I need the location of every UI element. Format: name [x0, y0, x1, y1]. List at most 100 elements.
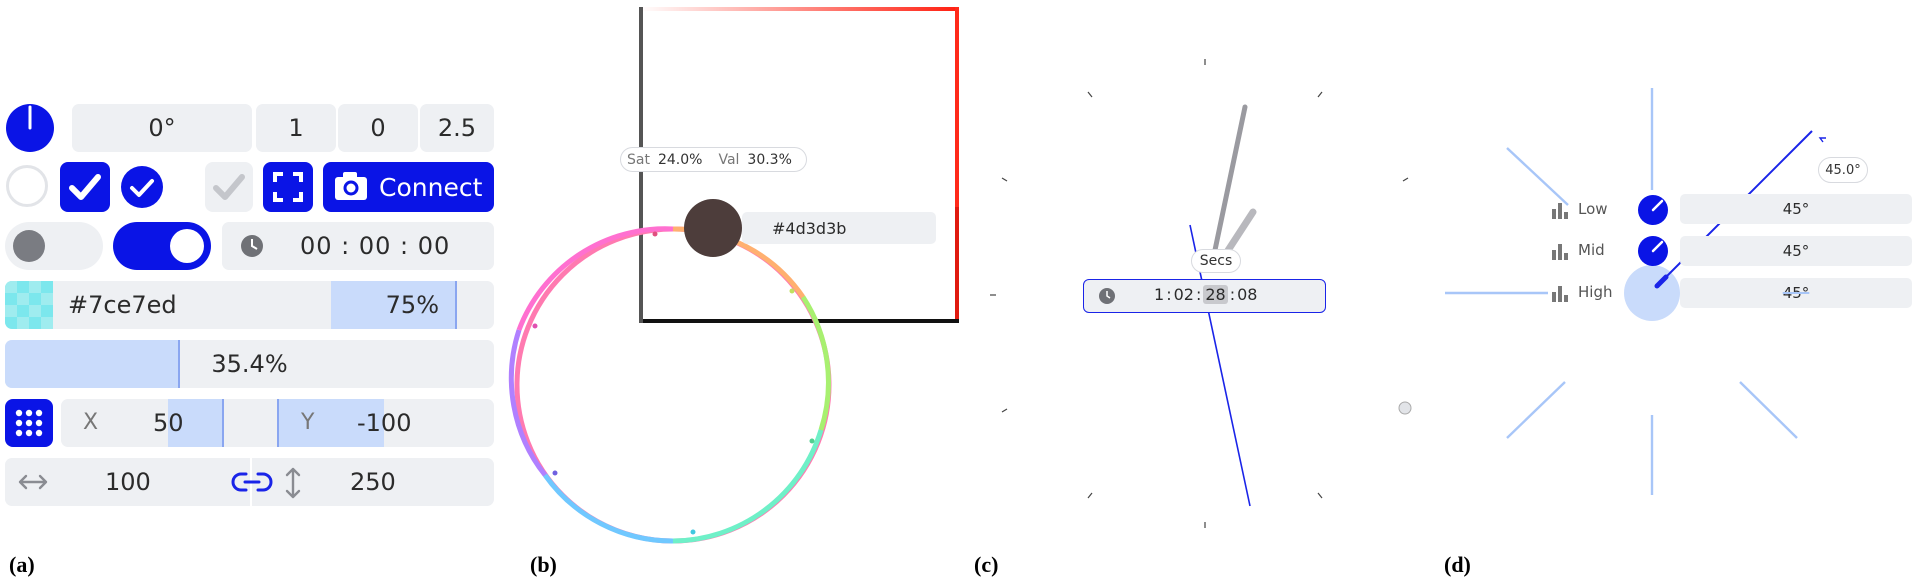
color-swatch[interactable] [5, 281, 53, 329]
mid-angle-knob[interactable] [1637, 235, 1669, 267]
hex-field[interactable]: #4d3d3b [742, 212, 936, 244]
minute-hand [1221, 208, 1257, 259]
width-value: 100 [105, 468, 151, 496]
bars-icon [1552, 203, 1568, 219]
angle-badge-value: 45.0° [1825, 162, 1861, 178]
horizontal-arrows-icon [18, 474, 48, 490]
secs-tooltip: Secs [1191, 249, 1241, 273]
x-handle[interactable] [222, 399, 224, 447]
vector-z-field[interactable]: 2.5 [420, 104, 494, 152]
vector-x-field[interactable]: 1 [256, 104, 336, 152]
alpha-slider[interactable]: 75% [331, 281, 457, 329]
angle-knob[interactable] [5, 103, 55, 153]
alpha-handle[interactable] [455, 281, 457, 329]
row-low-value: 45° [1782, 200, 1810, 218]
checkbox-checked[interactable] [60, 162, 110, 212]
duration-seconds[interactable]: 28 [1203, 285, 1228, 304]
size-field[interactable]: 100 250 [5, 458, 494, 506]
row-low-label: Low [1578, 200, 1608, 218]
sat-value: 24.0% [657, 151, 703, 168]
y-handle[interactable] [277, 399, 279, 447]
checkbox-disabled [205, 162, 253, 212]
alpha-value: 75% [385, 291, 439, 319]
camera-icon [335, 172, 367, 200]
xy-field[interactable]: X 50 Y -100 [61, 399, 494, 447]
row-high-label: High [1578, 283, 1613, 301]
bars-icon [1552, 244, 1568, 260]
low-angle-knob[interactable] [1637, 194, 1669, 226]
panel-label-c: (c) [974, 552, 999, 577]
vector-y-field[interactable]: 0 [338, 104, 418, 152]
connect-label: Connect [379, 172, 483, 202]
color-knob[interactable] [684, 199, 742, 257]
connect-button[interactable]: Connect [323, 162, 494, 212]
toggle-off[interactable] [5, 222, 103, 270]
vector-y-value: 0 [370, 114, 386, 142]
y-label: Y [301, 410, 315, 435]
mid-angle-field[interactable]: 45° [1680, 236, 1912, 266]
check-icon [69, 174, 101, 200]
hour-hand [1212, 104, 1248, 253]
progress-fill [5, 340, 178, 388]
panel-label-b: (b) [530, 552, 557, 577]
link-icon[interactable] [231, 470, 273, 494]
progress-value: 35.4% [211, 350, 288, 378]
y-value: -100 [357, 409, 412, 437]
rotate-arrow-up-icon [1818, 137, 1826, 143]
row-mid-label: Mid [1578, 241, 1605, 259]
dial-handle[interactable] [1398, 401, 1412, 415]
x-value: 50 [153, 409, 184, 437]
low-angle-field[interactable]: 45° [1680, 194, 1912, 224]
clock-icon [241, 235, 263, 257]
color-picker[interactable] [505, 0, 965, 545]
toggle-knob [13, 230, 45, 262]
toggle-on[interactable] [113, 222, 211, 270]
row-high-value: 45° [1782, 284, 1810, 302]
sat-val-badge: Sat 24.0% Val 30.3% [620, 147, 807, 172]
duration-hours[interactable]: 1 [1154, 285, 1165, 304]
angle-badge: 45.0° [1818, 157, 1868, 183]
secs-tooltip-text: Secs [1199, 253, 1233, 269]
vertical-arrows-icon [285, 467, 301, 499]
toggle-knob [170, 229, 204, 263]
hex-value: #4d3d3b [772, 218, 847, 238]
fullscreen-icon [273, 172, 303, 202]
clock-icon [1099, 288, 1115, 304]
bars-icon [1552, 286, 1568, 302]
row-mid-value: 45° [1782, 242, 1810, 260]
hue-ring[interactable] [508, 226, 832, 544]
high-angle-field[interactable]: 45° [1680, 278, 1912, 308]
angle-rays[interactable] [1430, 80, 1920, 510]
angle-value: 0° [148, 114, 176, 142]
angle-field[interactable]: 0° [72, 104, 252, 152]
time-field[interactable]: 00 : 00 : 00 [222, 222, 494, 270]
time-value: 00 : 00 : 00 [300, 232, 451, 260]
progress-handle[interactable] [178, 340, 180, 388]
val-label: Val [718, 151, 740, 168]
color-field[interactable]: #7ce7ed 75% [5, 281, 494, 329]
check-icon [213, 174, 245, 200]
height-value: 250 [350, 468, 396, 496]
angle-center[interactable] [1624, 265, 1680, 321]
duration-field[interactable]: 1 : 02 : 28 : 08 [1083, 279, 1326, 313]
vector-x-value: 1 [288, 114, 304, 142]
y-fill [278, 399, 384, 447]
duration-minutes[interactable]: 02 [1173, 285, 1194, 304]
dots-grid-icon [15, 409, 43, 437]
radio-checked[interactable] [119, 164, 165, 210]
radio-unchecked[interactable] [5, 164, 49, 208]
clock-ticks [990, 59, 1409, 528]
duration-frames[interactable]: 08 [1237, 285, 1258, 304]
val-value: 30.3% [747, 151, 792, 168]
sat-label: Sat [627, 151, 650, 168]
fullscreen-button[interactable] [263, 162, 313, 212]
color-hex-value: #7ce7ed [68, 291, 177, 319]
progress-slider[interactable]: 35.4% [5, 340, 494, 388]
vector-z-value: 2.5 [437, 114, 477, 142]
x-label: X [83, 410, 99, 435]
ray-guides [1445, 88, 1808, 495]
panel-label-d: (d) [1444, 552, 1471, 577]
panel-label-a: (a) [9, 552, 35, 577]
x-fill [168, 399, 223, 447]
grid-button[interactable] [5, 399, 53, 447]
